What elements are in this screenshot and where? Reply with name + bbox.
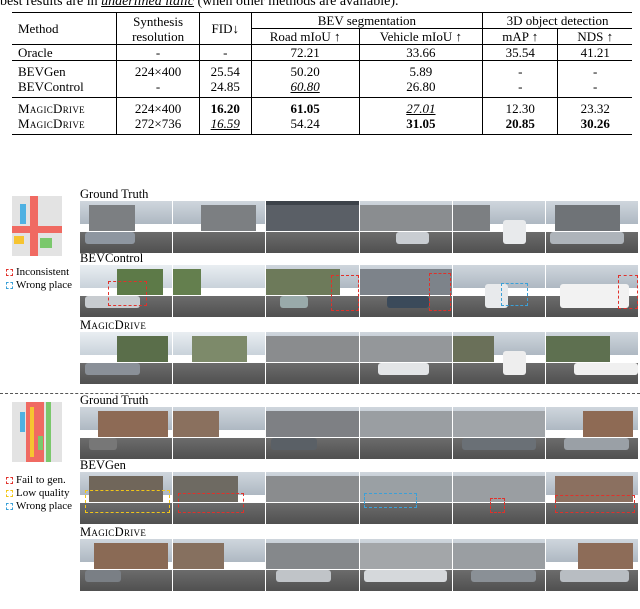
camera-view <box>452 539 546 591</box>
camera-view <box>545 201 638 253</box>
camera-view <box>452 472 546 524</box>
legend-item: Low quality <box>6 487 72 500</box>
legend-item: Inconsistent <box>6 266 72 279</box>
label-ground-truth-top: Ground Truth <box>80 187 149 201</box>
strip-bevgen <box>80 472 638 524</box>
header-bev-segmentation: BEV segmentation <box>251 12 484 29</box>
camera-view <box>545 472 638 524</box>
camera-view <box>173 539 267 591</box>
header-road-miou: Road mIoU ↑ <box>251 28 360 45</box>
header-3d-detection: 3D object detection <box>482 12 632 29</box>
table-row: BEVGen 224×400 25.54 50.20 5.89 - - <box>12 60 632 79</box>
camera-view <box>545 332 638 384</box>
camera-view <box>452 265 546 317</box>
camera-view <box>80 332 174 384</box>
label-bevcontrol: BEVControl <box>80 251 144 265</box>
legend-top: Inconsistent Wrong place <box>6 266 72 292</box>
bev-map-top <box>12 196 62 256</box>
camera-view <box>173 265 267 317</box>
camera-view <box>359 265 453 317</box>
camera-view <box>452 201 546 253</box>
strip-bevcontrol <box>80 265 638 317</box>
results-table: Method Synthesis resolution FID↓ BEV segm… <box>12 12 632 135</box>
camera-view <box>266 539 360 591</box>
camera-view <box>359 539 453 591</box>
camera-view <box>80 407 174 459</box>
camera-view <box>545 407 638 459</box>
strip-magicdrive-top <box>80 332 638 384</box>
camera-view <box>359 201 453 253</box>
header-synthesis-resolution: Synthesis resolution <box>116 12 200 45</box>
camera-view <box>80 265 174 317</box>
legend-item: Wrong place <box>6 500 72 513</box>
table-row: MagicDrive 224×400 16.20 61.05 27.01 12.… <box>12 97 632 116</box>
camera-view <box>173 332 267 384</box>
strip-magicdrive-bottom <box>80 539 638 591</box>
label-magicdrive-bottom: MagicDrive <box>80 525 147 539</box>
camera-view <box>266 407 360 459</box>
strip-ground-truth-top <box>80 201 638 253</box>
camera-view <box>173 201 267 253</box>
legend-item: Fail to gen. <box>6 474 72 487</box>
table-row: BEVControl - 24.85 60.80 26.80 - - <box>12 79 632 98</box>
camera-view <box>80 472 174 524</box>
header-nds: NDS ↑ <box>557 28 632 45</box>
camera-view <box>452 332 546 384</box>
camera-view <box>173 472 267 524</box>
header-vehicle-miou: Vehicle mIoU ↑ <box>359 28 484 45</box>
header-fid: FID↓ <box>199 12 252 45</box>
camera-view <box>266 472 360 524</box>
camera-view <box>545 539 638 591</box>
header-map: mAP ↑ <box>482 28 559 45</box>
camera-view <box>173 407 267 459</box>
camera-view <box>545 265 638 317</box>
bev-map-bottom <box>12 402 62 462</box>
header-method: Method <box>12 12 118 45</box>
legend-bottom: Fail to gen. Low quality Wrong place <box>6 474 72 513</box>
caption: best results are in underlined italic (w… <box>0 0 399 9</box>
camera-view <box>80 539 174 591</box>
camera-view <box>266 265 360 317</box>
camera-view <box>359 407 453 459</box>
camera-view <box>266 201 360 253</box>
camera-view <box>452 407 546 459</box>
camera-view <box>80 201 174 253</box>
label-bevgen: BEVGen <box>80 458 126 472</box>
strip-ground-truth-bottom <box>80 407 638 459</box>
camera-view <box>359 332 453 384</box>
label-magicdrive-top: MagicDrive <box>80 318 147 332</box>
table-row: MagicDrive 272×736 16.59 54.24 31.05 20.… <box>12 116 632 135</box>
section-divider <box>0 393 640 394</box>
camera-view <box>359 472 453 524</box>
camera-view <box>266 332 360 384</box>
label-ground-truth-bottom: Ground Truth <box>80 393 149 407</box>
table-row: Oracle - - 72.21 33.66 35.54 41.21 <box>12 44 632 61</box>
legend-item: Wrong place <box>6 279 72 292</box>
